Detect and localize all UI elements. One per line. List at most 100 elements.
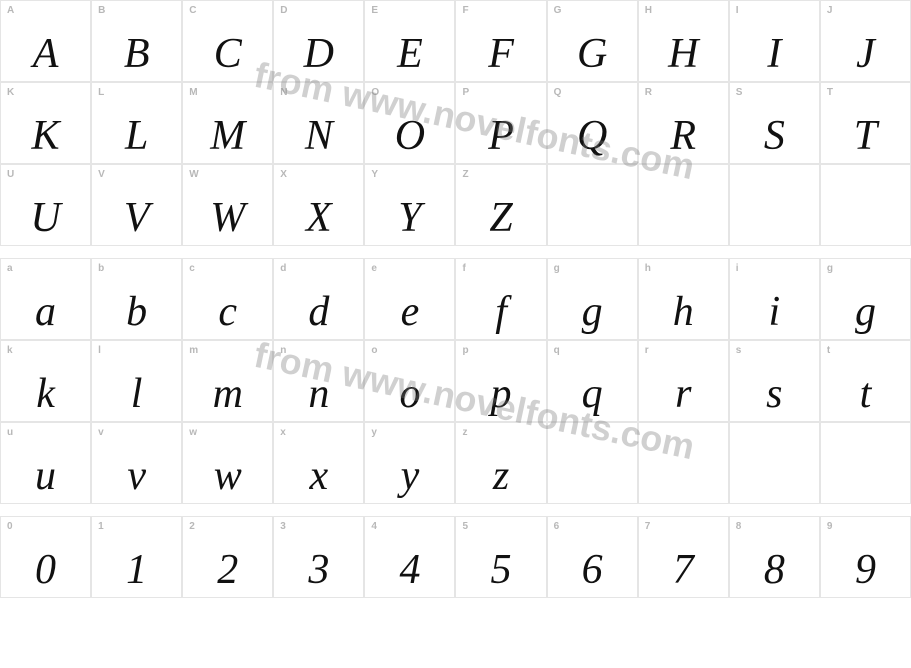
glyph-cell <box>729 164 820 246</box>
cell-label: a <box>7 263 13 274</box>
glyph: I <box>730 33 819 75</box>
cell-label: 9 <box>827 521 833 532</box>
glyph: 5 <box>456 549 545 591</box>
glyph: S <box>730 115 819 157</box>
cell-label: m <box>189 345 198 356</box>
cell-label: 6 <box>554 521 560 532</box>
glyph-cell <box>547 422 638 504</box>
glyph: Q <box>548 115 637 157</box>
cell-label: X <box>280 169 287 180</box>
cell-label: d <box>280 263 286 274</box>
glyph: 0 <box>1 549 90 591</box>
glyph-cell: CC <box>182 0 273 82</box>
glyph: Z <box>456 197 545 239</box>
glyph: d <box>274 291 363 333</box>
glyph: z <box>456 455 545 497</box>
glyph-cell: gg <box>820 258 911 340</box>
glyph: T <box>821 115 910 157</box>
glyph-cell: ee <box>364 258 455 340</box>
glyph-cell: 33 <box>273 516 364 598</box>
glyph-cell: rr <box>638 340 729 422</box>
glyph: V <box>92 197 181 239</box>
cell-label: b <box>98 263 104 274</box>
glyph: g <box>548 291 637 333</box>
glyph-cell: vv <box>91 422 182 504</box>
glyph-cell: mm <box>182 340 273 422</box>
glyph: C <box>183 33 272 75</box>
glyph: u <box>1 455 90 497</box>
cell-label: o <box>371 345 377 356</box>
cell-label: C <box>189 5 197 16</box>
cell-label: S <box>736 87 743 98</box>
glyph: f <box>456 291 545 333</box>
glyph-cell <box>820 164 911 246</box>
glyph: s <box>730 373 819 415</box>
glyph-cell: TT <box>820 82 911 164</box>
glyph: O <box>365 115 454 157</box>
glyph-chart: AABBCCDDEEFFGGHHIIJJKKLLMMNNOOPPQQRRSSTT… <box>0 0 911 598</box>
glyph-cell: WW <box>182 164 273 246</box>
glyph: B <box>92 33 181 75</box>
glyph: m <box>183 373 272 415</box>
glyph-cell: ii <box>729 258 820 340</box>
glyph: t <box>821 373 910 415</box>
glyph: l <box>92 373 181 415</box>
section-spacer <box>0 504 911 516</box>
glyph-cell: LL <box>91 82 182 164</box>
cell-label: 7 <box>645 521 651 532</box>
cell-label: Y <box>371 169 378 180</box>
glyph: 4 <box>365 549 454 591</box>
glyph: R <box>639 115 728 157</box>
cell-label: e <box>371 263 377 274</box>
glyph: 7 <box>639 549 728 591</box>
glyph-cell: SS <box>729 82 820 164</box>
glyph-cell: ff <box>455 258 546 340</box>
glyph: x <box>274 455 363 497</box>
glyph: 9 <box>821 549 910 591</box>
glyph: n <box>274 373 363 415</box>
cell-label: M <box>189 87 198 98</box>
cell-label: P <box>462 87 469 98</box>
glyph-cell: VV <box>91 164 182 246</box>
glyph: 3 <box>274 549 363 591</box>
glyph-cell: 66 <box>547 516 638 598</box>
section-spacer <box>0 246 911 258</box>
glyph: U <box>1 197 90 239</box>
glyph: k <box>1 373 90 415</box>
cell-label: 3 <box>280 521 286 532</box>
glyph-cell: YY <box>364 164 455 246</box>
cell-label: 4 <box>371 521 377 532</box>
glyph: L <box>92 115 181 157</box>
cell-label: Q <box>554 87 562 98</box>
glyph-cell: xx <box>273 422 364 504</box>
cell-label: x <box>280 427 286 438</box>
glyph: e <box>365 291 454 333</box>
cell-label: q <box>554 345 560 356</box>
glyph: N <box>274 115 363 157</box>
cell-label: H <box>645 5 653 16</box>
cell-label: B <box>98 5 106 16</box>
glyph: P <box>456 115 545 157</box>
cell-label: l <box>98 345 101 356</box>
glyph: h <box>639 291 728 333</box>
section-uppercase: AABBCCDDEEFFGGHHIIJJKKLLMMNNOOPPQQRRSSTT… <box>0 0 911 246</box>
cell-label: O <box>371 87 379 98</box>
glyph-cell: FF <box>455 0 546 82</box>
section-lowercase: aabbccddeeffgghhiiggkkllmmnnooppqqrrsstt… <box>0 258 911 504</box>
glyph-cell: NN <box>273 82 364 164</box>
glyph: b <box>92 291 181 333</box>
glyph-cell: OO <box>364 82 455 164</box>
glyph-cell <box>547 164 638 246</box>
glyph-cell: GG <box>547 0 638 82</box>
cell-label: L <box>98 87 104 98</box>
cell-label: Z <box>462 169 468 180</box>
cell-label: s <box>736 345 742 356</box>
glyph: A <box>1 33 90 75</box>
glyph: 1 <box>92 549 181 591</box>
glyph-cell: gg <box>547 258 638 340</box>
cell-label: U <box>7 169 15 180</box>
cell-label: w <box>189 427 197 438</box>
glyph-cell: QQ <box>547 82 638 164</box>
glyph: p <box>456 373 545 415</box>
glyph: D <box>274 33 363 75</box>
